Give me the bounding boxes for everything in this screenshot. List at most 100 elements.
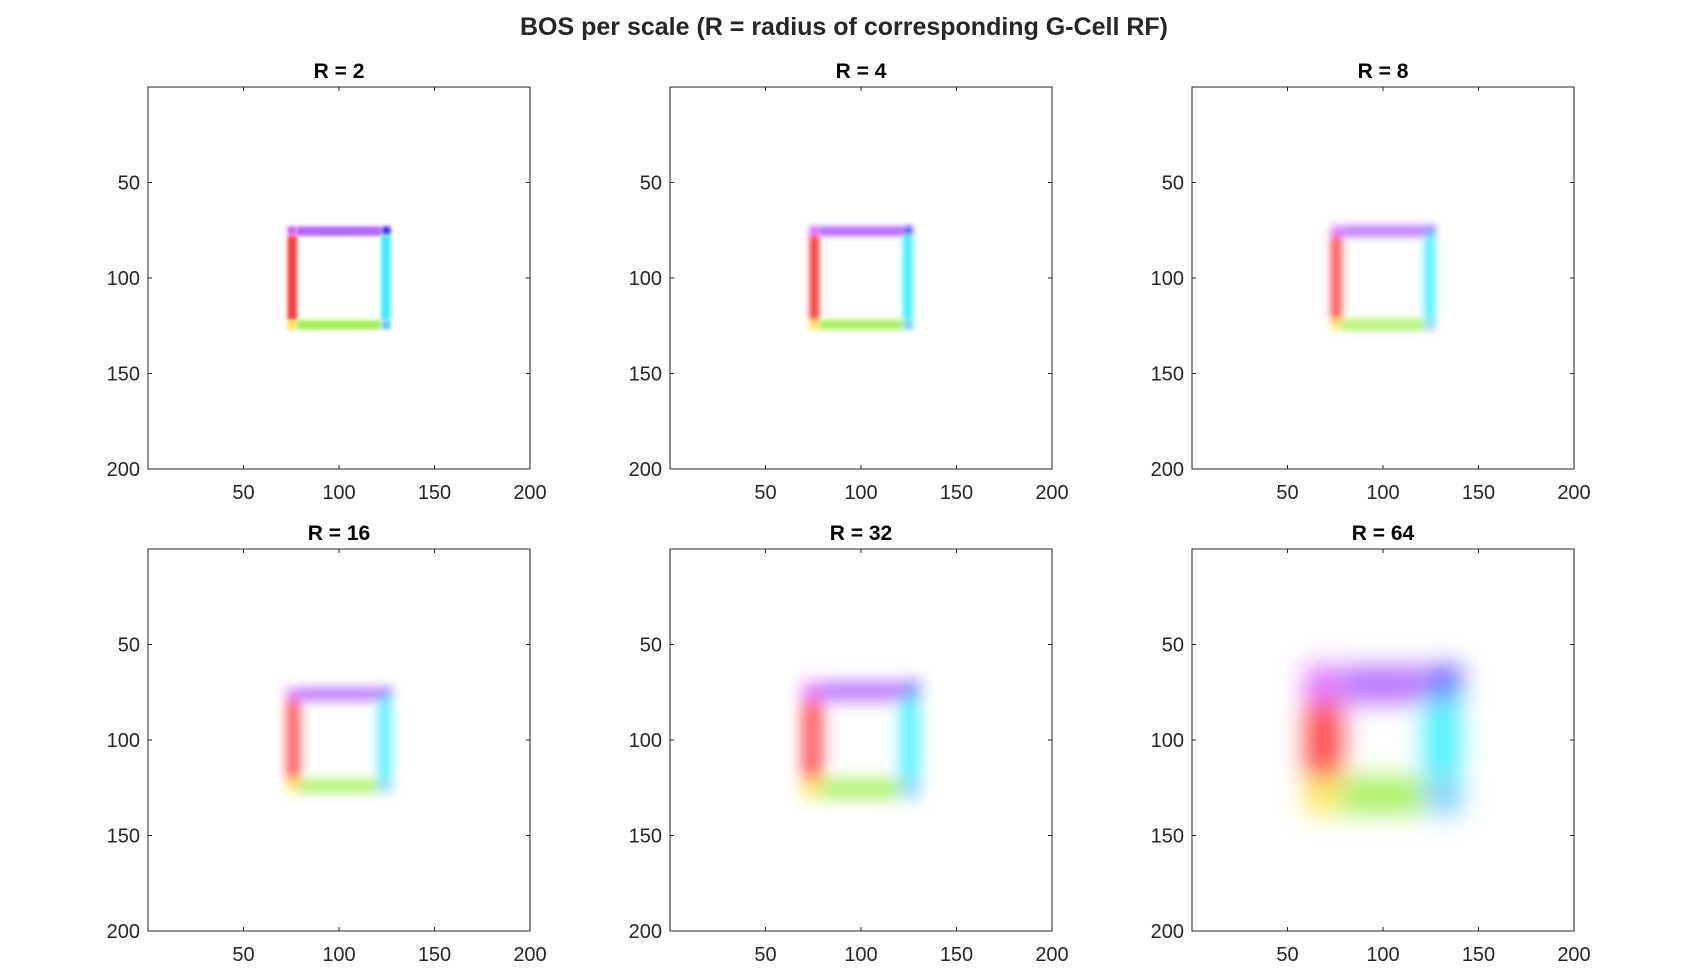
y-tick-label: 150 bbox=[629, 826, 662, 848]
bos-corner-top-right bbox=[380, 688, 391, 699]
bos-edge-top bbox=[296, 226, 382, 236]
x-tick-label: 100 bbox=[1366, 944, 1399, 966]
y-tick-label: 200 bbox=[1151, 921, 1184, 943]
y-tick-label: 100 bbox=[1151, 268, 1184, 290]
y-tick-label: 150 bbox=[1151, 826, 1184, 848]
bos-heatmap bbox=[287, 226, 391, 330]
heatmap-background bbox=[148, 87, 530, 469]
bos-edge-left bbox=[809, 235, 819, 321]
bos-corner-top-left bbox=[287, 688, 298, 699]
bos-edge-right bbox=[1425, 235, 1435, 321]
figure-title: BOS per scale (R = radius of correspondi… bbox=[520, 13, 1168, 41]
subplot-1: R = 2 50 100 150 200 50 100 150 200 bbox=[107, 60, 547, 504]
bos-edge-right bbox=[1425, 701, 1460, 779]
bos-corner-bottom-left bbox=[1331, 320, 1341, 330]
bos-edge-right bbox=[901, 699, 919, 781]
heatmap-background bbox=[1192, 549, 1574, 931]
bos-corner-top-right bbox=[381, 226, 391, 236]
y-tick-label: 200 bbox=[107, 459, 140, 481]
bos-corner-bottom-left bbox=[1306, 781, 1338, 813]
bos-corner-bottom-right bbox=[903, 320, 913, 330]
y-tick-label: 200 bbox=[629, 459, 662, 481]
bos-corner-bottom-left bbox=[287, 781, 298, 792]
x-tick-label: 150 bbox=[418, 482, 451, 504]
subplot-grid: R = 2 50 100 150 200 50 100 150 200 R = 4 50 100 150… bbox=[107, 60, 1591, 966]
x-tick-label: 150 bbox=[1462, 482, 1495, 504]
y-tick-label: 50 bbox=[118, 635, 140, 657]
bos-corner-top-left bbox=[809, 226, 819, 236]
subplot-title: R = 8 bbox=[1358, 60, 1409, 83]
bos-corner-bottom-left bbox=[803, 781, 820, 798]
x-tick-label: 100 bbox=[844, 482, 877, 504]
bos-corner-bottom-left bbox=[287, 320, 297, 330]
x-tick-label: 150 bbox=[1462, 944, 1495, 966]
y-tick-label: 100 bbox=[107, 268, 140, 290]
bos-edge-bottom bbox=[818, 320, 904, 330]
y-tick-label: 50 bbox=[1162, 173, 1184, 195]
y-tick-label: 50 bbox=[1162, 635, 1184, 657]
x-tick-label: 200 bbox=[1035, 482, 1068, 504]
subplot-title: R = 32 bbox=[830, 522, 892, 545]
bos-edge-bottom bbox=[296, 320, 382, 330]
bos-edge-top bbox=[818, 226, 904, 236]
x-tick-label: 50 bbox=[754, 944, 776, 966]
bos-edge-bottom bbox=[820, 780, 902, 798]
x-tick-label: 200 bbox=[513, 944, 546, 966]
bos-edge-right bbox=[381, 235, 391, 321]
subplot-4: R = 16 50 100 150 200 50 100 150 200 bbox=[107, 522, 547, 966]
x-tick-label: 100 bbox=[844, 944, 877, 966]
bos-corner-top-left bbox=[803, 682, 820, 699]
x-tick-label: 50 bbox=[232, 482, 254, 504]
bos-edge-left bbox=[803, 699, 821, 781]
x-tick-label: 200 bbox=[1035, 944, 1068, 966]
bos-corner-bottom-right bbox=[1428, 781, 1460, 813]
y-tick-label: 100 bbox=[1151, 730, 1184, 752]
bos-heatmap bbox=[1306, 667, 1460, 813]
bos-edge-top bbox=[820, 682, 902, 700]
y-tick-label: 200 bbox=[629, 921, 662, 943]
x-tick-label: 150 bbox=[940, 482, 973, 504]
y-tick-label: 150 bbox=[1151, 364, 1184, 386]
bos-edge-bottom bbox=[1340, 320, 1426, 330]
bos-corner-bottom-left bbox=[809, 320, 819, 330]
bos-heatmap bbox=[809, 226, 913, 330]
subplot-6: R = 64 50 100 150 200 50 100 150 200 bbox=[1151, 522, 1591, 966]
bos-heatmap bbox=[287, 688, 391, 792]
bos-corner-bottom-right bbox=[381, 320, 391, 330]
bos-corner-top-right bbox=[902, 682, 919, 699]
y-tick-label: 150 bbox=[629, 364, 662, 386]
bos-edge-left bbox=[1331, 235, 1341, 321]
bos-corner-bottom-right bbox=[380, 781, 391, 792]
bos-edge-top bbox=[1340, 226, 1426, 236]
bos-corner-top-left bbox=[1306, 667, 1338, 699]
y-tick-label: 150 bbox=[107, 364, 140, 386]
bos-corner-top-right bbox=[1425, 226, 1435, 236]
x-tick-label: 100 bbox=[322, 944, 355, 966]
heatmap-background bbox=[670, 87, 1052, 469]
subplot-title: R = 16 bbox=[308, 522, 370, 545]
y-tick-label: 200 bbox=[107, 921, 140, 943]
subplot-title: R = 64 bbox=[1352, 522, 1415, 545]
bos-corner-top-right bbox=[1428, 667, 1460, 699]
subplot-5: R = 32 50 100 150 200 50 100 150 200 bbox=[629, 522, 1069, 966]
bos-edge-left bbox=[1306, 701, 1341, 779]
bos-edge-right bbox=[903, 235, 913, 321]
x-tick-label: 150 bbox=[940, 944, 973, 966]
x-tick-label: 150 bbox=[418, 944, 451, 966]
y-tick-label: 50 bbox=[118, 173, 140, 195]
bos-corner-top-left bbox=[1331, 226, 1341, 236]
bos-corner-top-right bbox=[903, 226, 913, 236]
subplot-title: R = 4 bbox=[836, 60, 887, 83]
x-tick-label: 100 bbox=[322, 482, 355, 504]
bos-edge-top bbox=[1340, 667, 1426, 702]
y-tick-label: 100 bbox=[629, 730, 662, 752]
heatmap-background bbox=[670, 549, 1052, 931]
x-tick-label: 50 bbox=[1276, 482, 1298, 504]
bos-edge-left bbox=[287, 699, 299, 781]
bos-corner-top-left bbox=[287, 226, 297, 236]
y-tick-label: 50 bbox=[640, 173, 662, 195]
y-tick-label: 100 bbox=[107, 730, 140, 752]
y-tick-label: 150 bbox=[107, 826, 140, 848]
bos-edge-top bbox=[298, 688, 380, 700]
x-tick-label: 50 bbox=[1276, 944, 1298, 966]
